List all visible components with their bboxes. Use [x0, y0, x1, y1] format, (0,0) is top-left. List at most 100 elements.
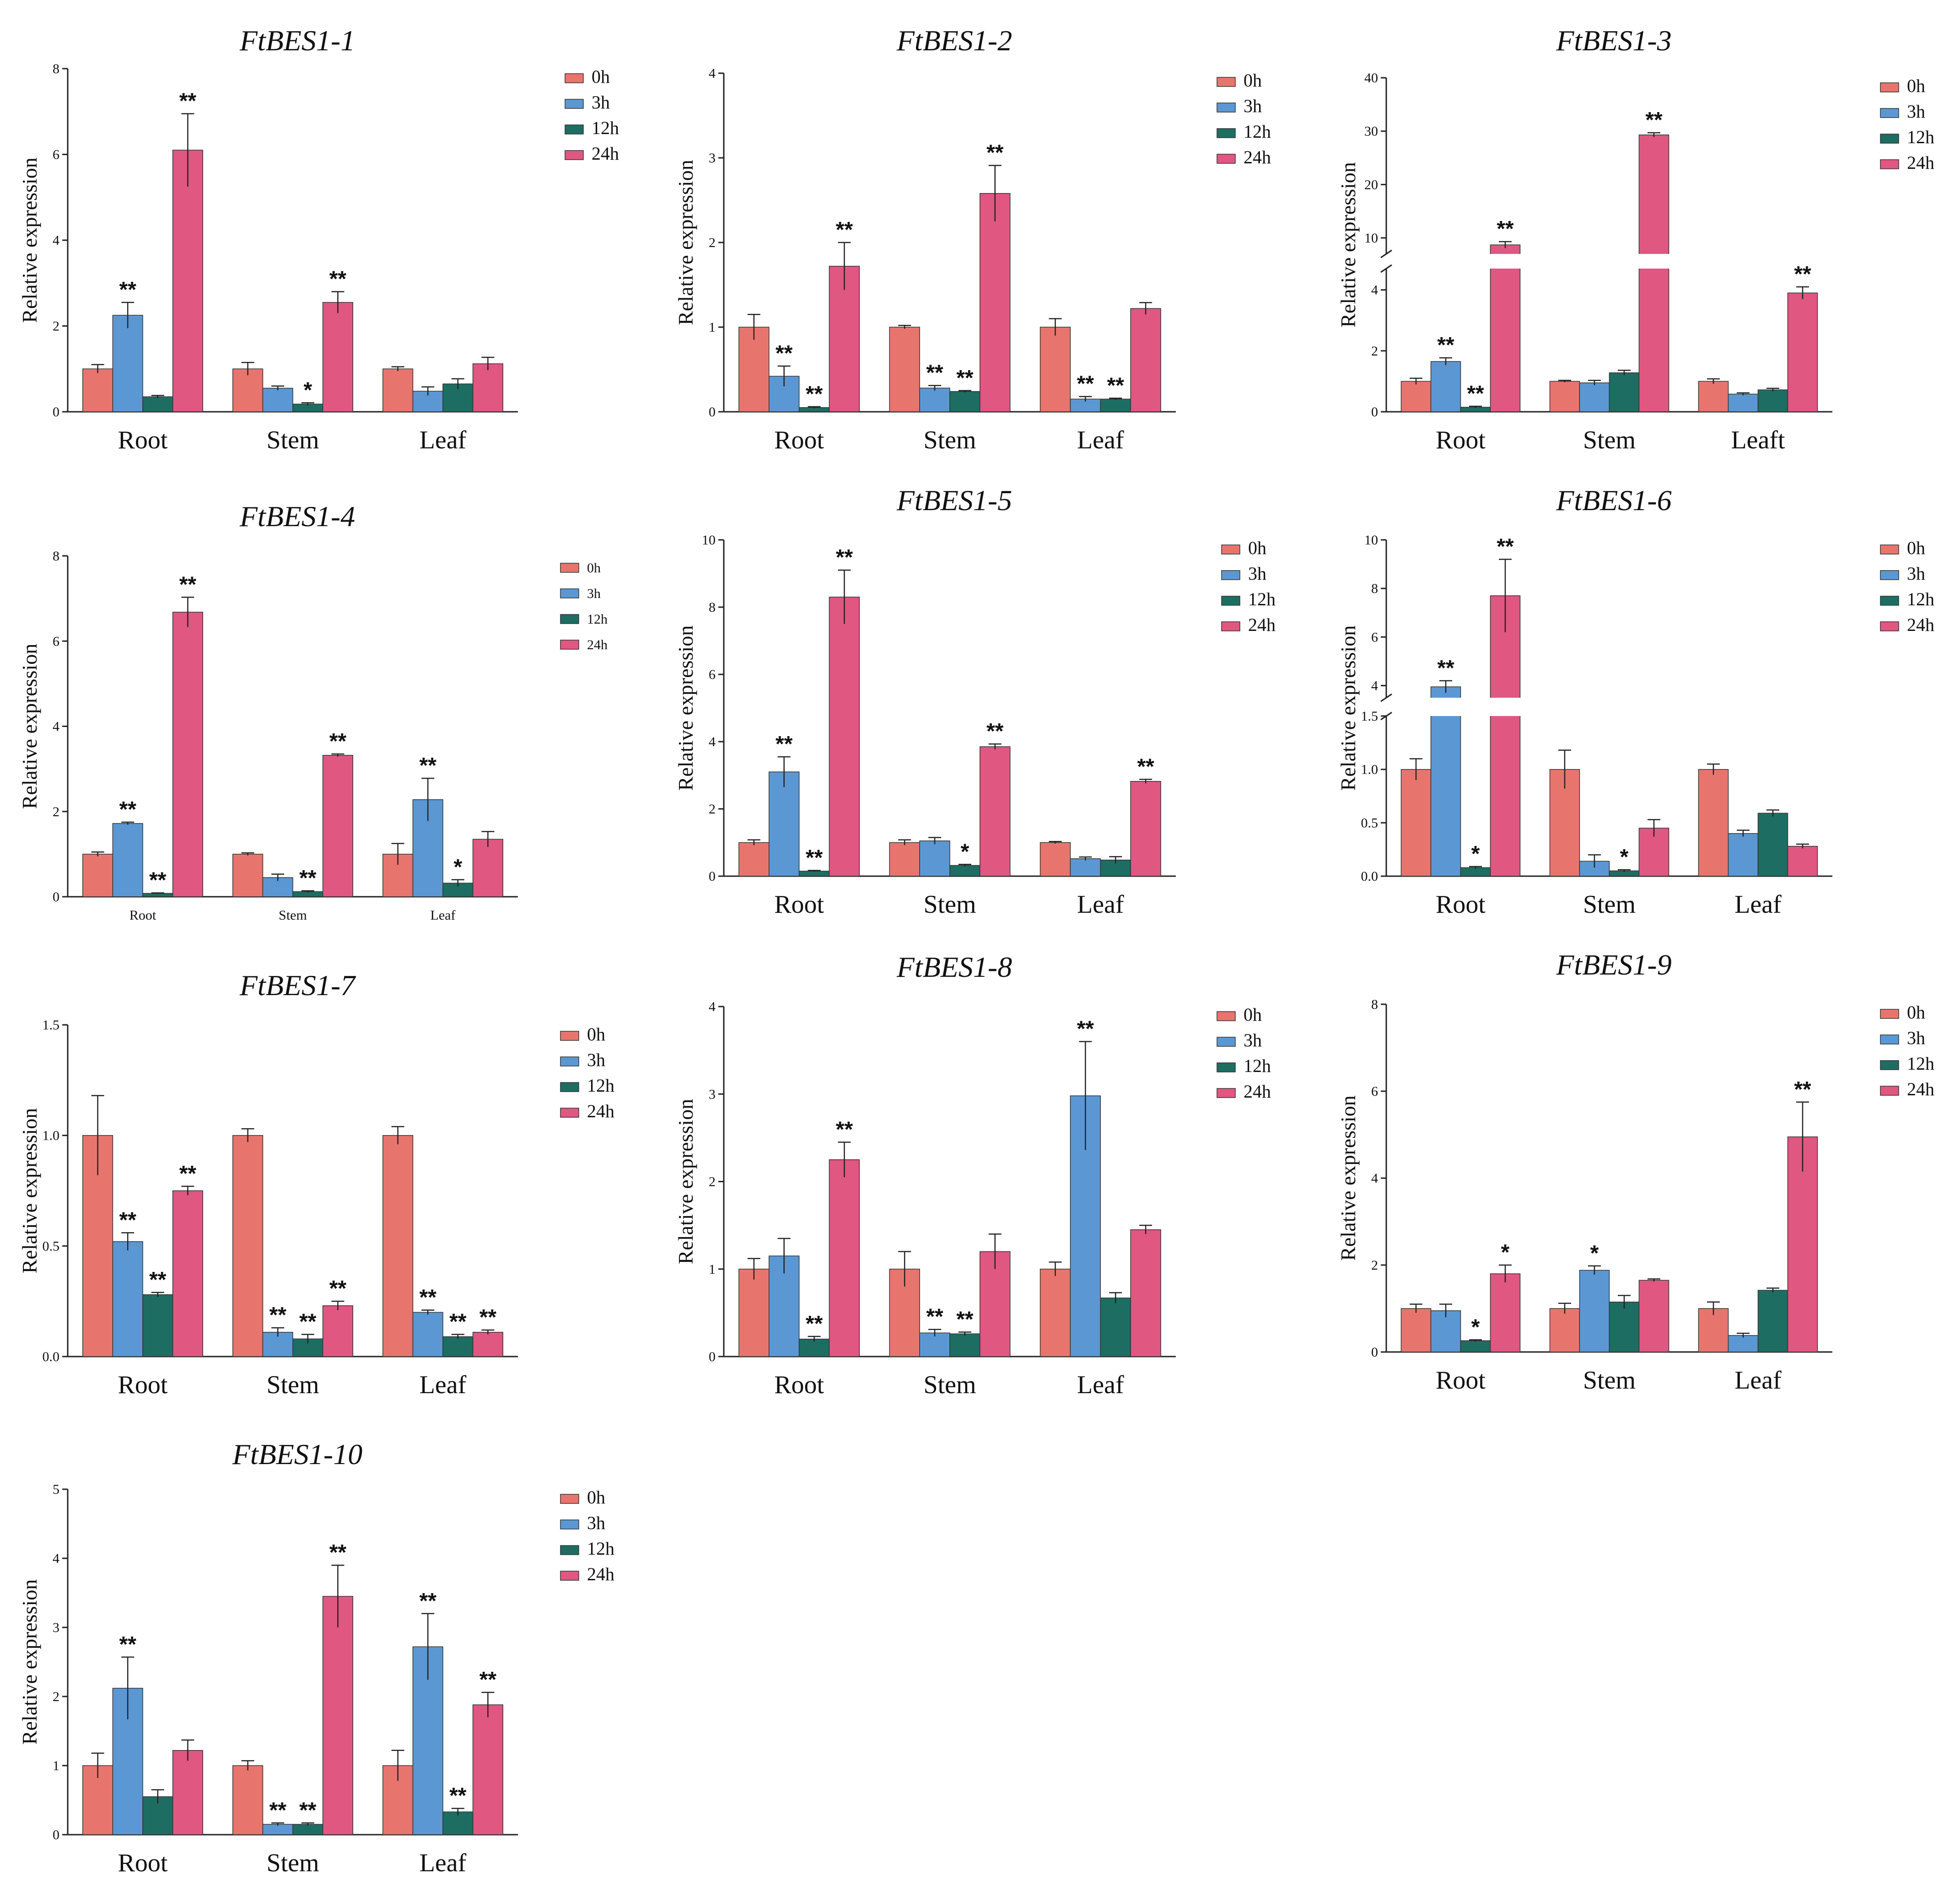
bar-root-12h [142, 1294, 173, 1357]
bar-root-3h [112, 823, 143, 897]
legend-swatch-0h [1217, 77, 1236, 87]
bar-leaf-12h [1100, 859, 1131, 877]
significance-label: ** [1107, 373, 1125, 398]
y-tick-label: 4 [1371, 678, 1378, 693]
legend-swatch-24h [1221, 621, 1240, 631]
legend-label-3h: 3h [587, 586, 601, 601]
x-tick-label-leaf: Leaf [1077, 1371, 1124, 1399]
legend-swatch-3h [1217, 102, 1236, 113]
legend-swatch-3h [1880, 570, 1899, 580]
legend-label-3h: 3h [587, 1513, 605, 1533]
legend-label-3h: 3h [1244, 1030, 1262, 1050]
y-tick-label: 0 [709, 869, 716, 884]
y-tick-label: 1.0 [1361, 762, 1378, 777]
bar-root-24h [172, 1190, 203, 1357]
bar-leaf-0h [1039, 1269, 1071, 1357]
legend-swatch-12h [565, 124, 584, 135]
legend-label-0h: 0h [587, 560, 601, 576]
chart-title: FtBES1-5 [896, 484, 1012, 517]
significance-label: ** [1794, 262, 1811, 286]
significance-label: ** [775, 732, 793, 756]
axis-break-mark [1380, 264, 1392, 273]
chart-panel-10: FtBES1-10 Relative expression 0 1 2 3 4 5 Root **… [18, 1438, 614, 1877]
bar-stem-24h [322, 755, 353, 897]
bar-leaft-3h [1728, 393, 1759, 412]
legend-label-0h: 0h [587, 1024, 605, 1045]
legend-label-12h: 12h [592, 118, 619, 138]
x-tick-label-stem: Stem [266, 426, 319, 454]
legend: 0h 3h 12h 24h [1217, 70, 1271, 167]
bar-root-3h [1430, 1310, 1461, 1352]
legend-label-24h: 24h [1248, 614, 1276, 635]
significance-label: ** [269, 1303, 287, 1327]
bar-root-12h [142, 396, 173, 412]
significance-label: ** [1137, 754, 1154, 779]
axis-break-mark [1380, 693, 1392, 702]
bar-break-gap [1430, 698, 1462, 716]
y-tick-label: 10 [702, 533, 716, 548]
legend-label-24h: 24h [592, 143, 619, 164]
legend-label-0h: 0h [1907, 75, 1925, 96]
significance-label: ** [1645, 108, 1663, 132]
significance-label: ** [329, 1276, 347, 1301]
bar-leaf-12h [1757, 813, 1788, 877]
y-tick-label: 0.5 [1361, 815, 1378, 830]
significance-label: * [453, 855, 462, 879]
significance-label: ** [836, 545, 853, 570]
bar-root-0h [738, 842, 770, 877]
y-tick-label: 2 [53, 1689, 59, 1704]
bar-stem-24h [322, 302, 353, 412]
bar-stem-12h [1609, 372, 1640, 412]
significance-label: ** [329, 267, 347, 291]
bar-leaf-3h [1728, 833, 1759, 877]
y-tick-label: 8 [709, 600, 716, 615]
legend-swatch-24h [560, 1571, 579, 1581]
significance-label: ** [1077, 1017, 1094, 1041]
y-tick-label: 0 [53, 404, 59, 420]
bar-stem-12h [292, 1824, 323, 1835]
y-tick-label: 2 [1371, 1258, 1378, 1273]
legend-label-24h: 24h [587, 1101, 614, 1121]
x-tick-label-leaf: Leaf [431, 908, 456, 923]
bar-root-0h [1400, 1308, 1432, 1352]
legend-swatch-12h [1217, 128, 1236, 138]
significance-label: ** [1437, 333, 1454, 357]
bar-leaf-3h [1728, 1335, 1759, 1352]
legend-swatch-24h [1880, 1086, 1899, 1096]
significance-label: * [1471, 1315, 1480, 1339]
bar-root-0h [82, 368, 113, 412]
x-tick-label-root: Root [118, 426, 168, 454]
legend-label-3h: 3h [587, 1050, 605, 1070]
x-tick-label-leaf: Leaf [1077, 890, 1124, 919]
x-tick-label-stem: Stem [923, 1371, 976, 1399]
bar-root-0h [738, 1269, 770, 1357]
legend-label-0h: 0h [1244, 1004, 1262, 1025]
bar-root-0h [738, 327, 770, 412]
y-tick-label: 10 [1364, 533, 1378, 548]
bar-stem-12h [1609, 1302, 1640, 1352]
legend-swatch-24h [1217, 154, 1236, 164]
x-tick-label-root: Root [118, 1371, 168, 1399]
legend-label-0h: 0h [592, 66, 610, 87]
legend-swatch-0h [1880, 82, 1899, 92]
legend-swatch-3h [1880, 1034, 1899, 1045]
y-tick-label: 8 [1371, 581, 1378, 596]
bar-stem-0h [232, 368, 264, 412]
legend-label-12h: 12h [587, 1538, 614, 1559]
significance-label: ** [1497, 217, 1514, 241]
y-axis-label: Relative expression [18, 644, 41, 809]
x-tick-label-leaf: Leaf [420, 1849, 467, 1877]
bar-stem-24h [1638, 1280, 1669, 1352]
bar-root-24h [1490, 244, 1521, 412]
chart-title: FtBES1-10 [232, 1438, 362, 1470]
legend: 0h 3h 12h 24h [1880, 1002, 1934, 1099]
bar-stem-3h [919, 1332, 950, 1357]
bar-stem-0h [232, 854, 264, 897]
bar-stem-3h [262, 1824, 293, 1835]
y-tick-label: 6 [53, 147, 59, 162]
axis-break-mark [1380, 249, 1392, 259]
bar-stem-0h [232, 1135, 264, 1357]
bar-stem-0h [1549, 1308, 1580, 1352]
